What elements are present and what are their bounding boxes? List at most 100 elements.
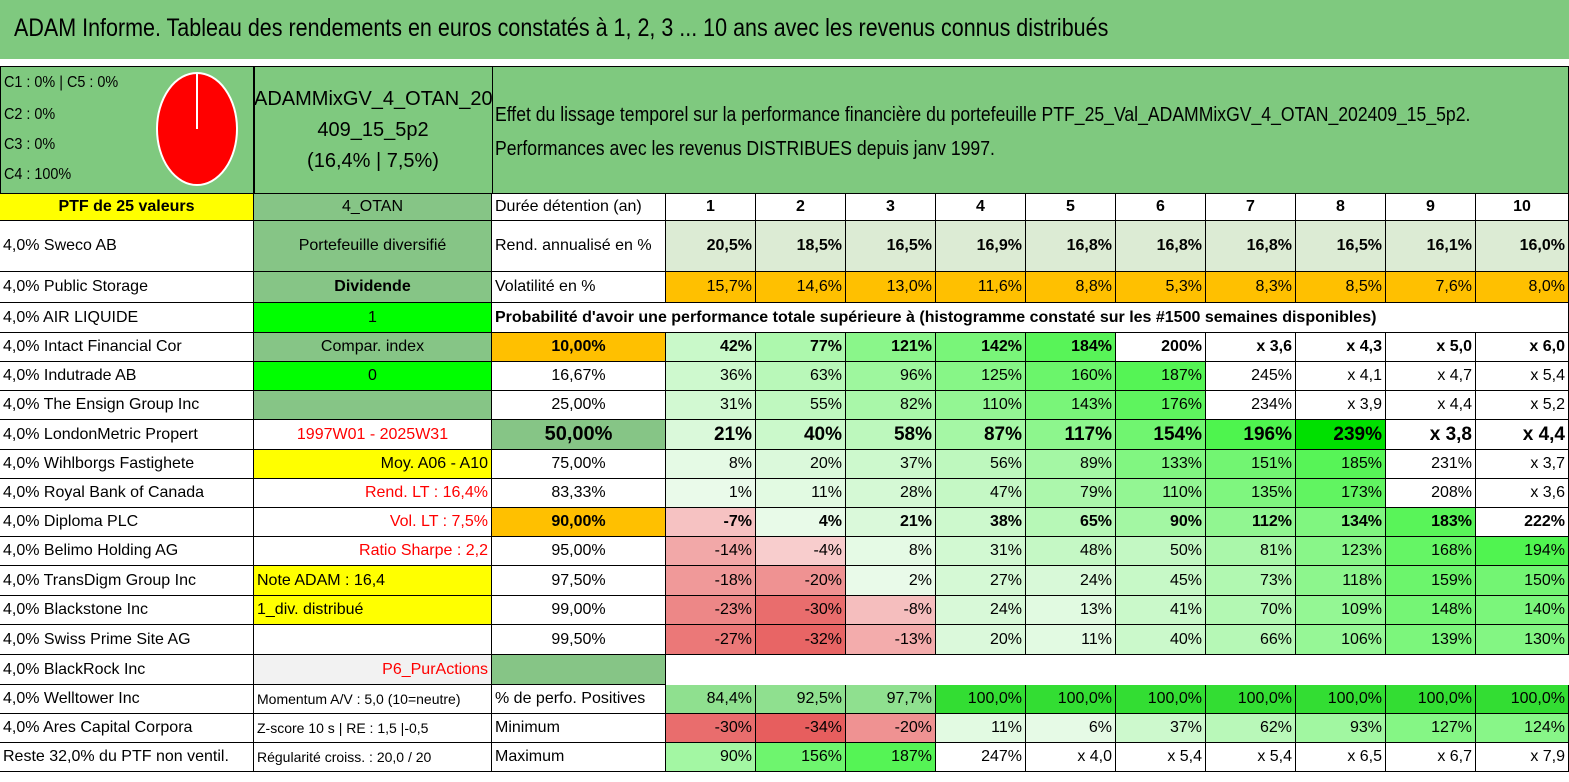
max-value-3: 187% [846,743,936,772]
description-text: Effet du lissage temporel sur la perform… [495,104,1471,160]
proba-value-1-1: 42% [666,333,756,362]
proba-value-6-9: 208% [1386,479,1476,508]
proba-threshold-7: 90,00% [492,508,666,537]
pos-label: % de perfo. Positives [492,685,666,714]
proba-value-2-1: 36% [666,362,756,391]
proba-value-10-1: -23% [666,596,756,625]
proba-value-9-7: 73% [1206,566,1296,596]
year-header-8: 8 [1296,194,1386,221]
side-info-4: Compar. index [254,333,492,362]
proba-value-9-8: 118% [1296,566,1386,596]
pos-value-3: 97,7% [846,685,936,714]
proba-value-1-7: x 3,6 [1206,333,1296,362]
proba-value-2-10: x 5,4 [1476,362,1569,391]
proba-value-5-8: 185% [1296,450,1386,479]
proba-value-7-7: 112% [1206,508,1296,537]
proba-value-1-8: x 4,3 [1296,333,1386,362]
min-value-9: 127% [1386,714,1476,743]
rend-value-9: 16,1% [1386,221,1476,272]
proba-value-9-10: 150% [1476,566,1569,596]
proba-value-7-3: 21% [846,508,936,537]
year-header-9: 9 [1386,194,1476,221]
proba-value-8-1: -14% [666,537,756,566]
proba-value-5-2: 20% [756,450,846,479]
min-value-10: 124% [1476,714,1569,743]
proba-value-5-4: 56% [936,450,1026,479]
side-info-12: Note ADAM : 16,4 [254,566,492,596]
side-info-17: Z-score 10 s | RE : 1,5 |-0,5 [254,714,492,743]
proba-value-5-1: 8% [666,450,756,479]
holding-row-5: 4,0% Indutrade AB [0,362,254,391]
rend-value-4: 16,9% [936,221,1026,272]
min-label: Minimum [492,714,666,743]
proba-value-11-10: 130% [1476,625,1569,655]
proba-value-11-4: 20% [936,625,1026,655]
proba-value-6-4: 47% [936,479,1026,508]
year-header-4: 4 [936,194,1026,221]
ptf-category: 4_OTAN [254,194,492,221]
proba-value-8-7: 81% [1206,537,1296,566]
proba-value-2-7: 245% [1206,362,1296,391]
rend-value-1: 20,5% [666,221,756,272]
proba-value-6-3: 28% [846,479,936,508]
rend-value-2: 18,5% [756,221,846,272]
holding-row-15: 4,0% BlackRock Inc [0,655,254,685]
portfolio-name-panel [254,66,493,194]
proba-value-1-2: 77% [756,333,846,362]
year-header-7: 7 [1206,194,1296,221]
proba-value-1-6: 200% [1116,333,1206,362]
proba-value-8-2: -4% [756,537,846,566]
holding-row-16: 4,0% Welltower Inc [0,685,254,714]
min-value-8: 93% [1296,714,1386,743]
max-value-2: 156% [756,743,846,772]
report-title-bar: ADAM Informe. Tableau des rendements en … [0,0,1569,62]
rend-value-3: 16,5% [846,221,936,272]
pos-value-4: 100,0% [936,685,1026,714]
side-info-5: 0 [254,362,492,391]
max-value-8: x 6,5 [1296,743,1386,772]
proba-threshold-3: 25,00% [492,391,666,420]
proba-value-8-5: 48% [1026,537,1116,566]
max-value-9: x 6,7 [1386,743,1476,772]
vol-value-9: 7,6% [1386,272,1476,303]
year-header-3: 3 [846,194,936,221]
proba-value-10-10: 140% [1476,596,1569,625]
max-value-10: x 7,9 [1476,743,1569,772]
vol-value-3: 13,0% [846,272,936,303]
proba-value-9-3: 2% [846,566,936,596]
side-info-15: P6_PurActions [254,655,492,685]
holding-row-1: 4,0% Sweco AB [0,221,254,272]
year-header-6: 6 [1116,194,1206,221]
proba-value-11-5: 11% [1026,625,1116,655]
rend-value-7: 16,8% [1206,221,1296,272]
proba-value-7-8: 134% [1296,508,1386,537]
proba-value-10-5: 13% [1026,596,1116,625]
rend-label: Rend. annualisé en % [492,221,666,272]
proba-value-8-4: 31% [936,537,1026,566]
proba-value-2-9: x 4,7 [1386,362,1476,391]
proba-threshold-9: 97,50% [492,566,666,596]
side-info-11: Ratio Sharpe : 2,2 [254,537,492,566]
proba-threshold-10: 99,00% [492,596,666,625]
year-header-5: 5 [1026,194,1116,221]
proba-value-7-9: 183% [1386,508,1476,537]
vol-value-5: 8,8% [1026,272,1116,303]
proba-value-5-7: 151% [1206,450,1296,479]
pos-value-1: 84,4% [666,685,756,714]
holding-row-8: 4,0% Wihlborgs Fastighete [0,450,254,479]
proba-value-2-2: 63% [756,362,846,391]
pos-value-6: 100,0% [1116,685,1206,714]
max-value-4: 247% [936,743,1026,772]
proba-value-10-3: -8% [846,596,936,625]
proba-value-5-6: 133% [1116,450,1206,479]
min-value-1: -30% [666,714,756,743]
proba-value-1-9: x 5,0 [1386,333,1476,362]
max-value-7: x 5,4 [1206,743,1296,772]
holding-row-14: 4,0% Swiss Prime Site AG [0,625,254,655]
proba-value-3-9: x 4,4 [1386,391,1476,420]
proba-value-6-2: 11% [756,479,846,508]
proba-value-6-8: 173% [1296,479,1386,508]
class-c1-c5: C1 : 0% | C5 : 0% [4,74,119,91]
proba-value-2-3: 96% [846,362,936,391]
holding-duration-label: Durée détention (an) [492,194,666,221]
